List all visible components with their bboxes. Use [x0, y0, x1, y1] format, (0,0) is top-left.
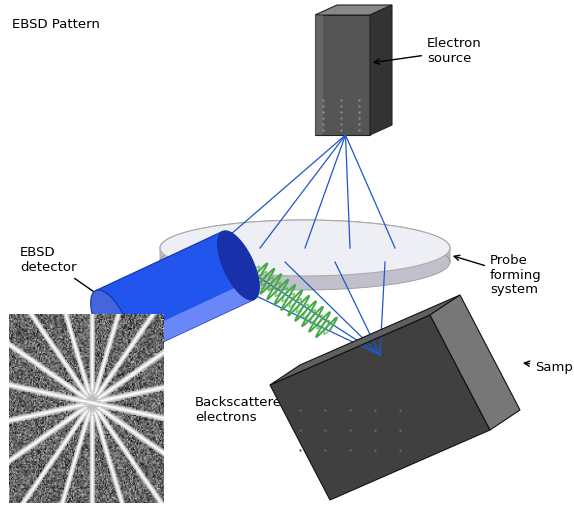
Text: EBSD
detector: EBSD detector: [20, 246, 123, 312]
Polygon shape: [370, 5, 392, 135]
Text: EBSD Pattern: EBSD Pattern: [12, 18, 100, 31]
Text: Electron
source: Electron source: [374, 37, 482, 65]
Polygon shape: [91, 290, 133, 359]
Polygon shape: [119, 282, 254, 358]
Polygon shape: [96, 232, 254, 358]
Polygon shape: [315, 15, 370, 135]
Text: Backscattered
electrons: Backscattered electrons: [195, 347, 376, 424]
Ellipse shape: [160, 234, 450, 290]
Polygon shape: [315, 15, 323, 135]
Polygon shape: [315, 5, 392, 15]
Polygon shape: [430, 295, 520, 430]
Polygon shape: [218, 231, 259, 300]
Polygon shape: [160, 220, 450, 262]
Polygon shape: [270, 315, 490, 500]
Text: Probe
forming
system: Probe forming system: [454, 254, 542, 297]
Ellipse shape: [160, 220, 450, 276]
Polygon shape: [270, 295, 460, 385]
Text: Sample: Sample: [524, 361, 574, 374]
Text: EBSD
Pattern: EBSD Pattern: [60, 287, 230, 374]
